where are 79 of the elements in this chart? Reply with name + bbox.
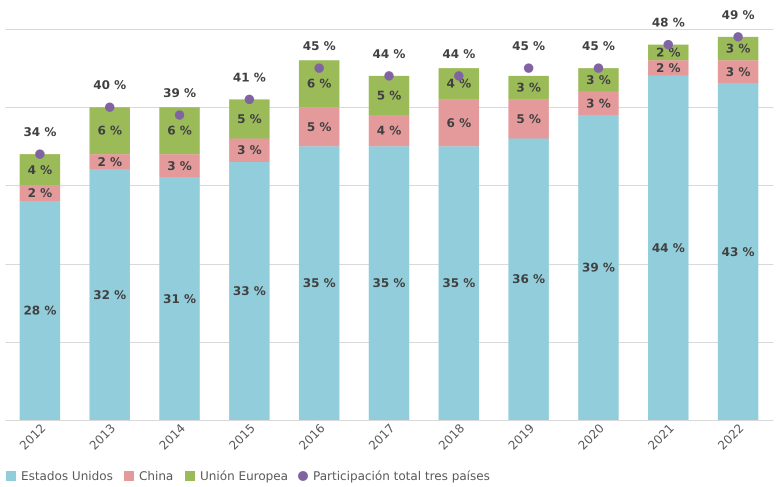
data-label: 5 % (516, 112, 541, 126)
bar (298, 60, 340, 108)
data-label: 32 % (93, 288, 126, 302)
data-label: 3 % (586, 72, 611, 87)
data-label: 44 % (652, 240, 685, 255)
data-label: 33 % (232, 284, 266, 298)
data-label: 35 % (302, 276, 336, 290)
bar (298, 146, 340, 420)
data-label: 2 % (28, 186, 52, 200)
point (244, 94, 254, 104)
data-label: 43 % (722, 244, 755, 259)
bar (229, 99, 270, 138)
data-label: 41 % (232, 70, 266, 84)
bar (718, 84, 758, 420)
point (35, 149, 45, 159)
data-label: 3 % (167, 158, 192, 173)
data-label: 5 % (237, 112, 262, 126)
point (314, 63, 324, 73)
data-label: 39 % (163, 86, 196, 100)
data-label: 4 % (376, 124, 402, 138)
bar (89, 107, 130, 154)
legend-label: Unión Europea (200, 469, 288, 483)
data-label: 4 % (28, 162, 52, 177)
bar (508, 99, 549, 138)
bar (89, 170, 130, 420)
point (384, 71, 394, 81)
bar (648, 76, 689, 420)
bar (20, 154, 60, 186)
legend-label: Estados Unidos (21, 469, 113, 483)
bar (368, 146, 410, 420)
data-label: 5 % (376, 88, 402, 102)
bar (159, 107, 200, 154)
data-label: 40 % (93, 78, 126, 92)
bar (438, 99, 480, 146)
data-label: 34 % (23, 125, 56, 140)
point (104, 102, 114, 112)
data-label: 6 % (306, 76, 332, 91)
point (594, 63, 604, 73)
data-label: 49 % (722, 8, 755, 22)
point (174, 110, 184, 120)
bar (578, 115, 619, 420)
data-label: 5 % (306, 120, 332, 134)
point (733, 32, 743, 42)
data-label: 6 % (167, 124, 192, 138)
data-label: 6 % (446, 116, 472, 130)
data-label: 48 % (652, 16, 685, 30)
bar (438, 68, 480, 100)
bar (298, 107, 340, 146)
data-label: 45 % (512, 39, 546, 54)
bar (20, 201, 60, 420)
data-label: 45 % (302, 39, 336, 54)
data-label: 44 % (372, 46, 406, 61)
data-label: 36 % (512, 272, 546, 286)
bar (368, 76, 410, 116)
bar (438, 146, 480, 420)
data-label: 2 % (97, 154, 122, 169)
data-label: 35 % (372, 276, 406, 290)
bar (368, 115, 410, 146)
data-label: 6 % (97, 124, 122, 138)
point (524, 63, 534, 73)
data-label: 31 % (163, 292, 196, 306)
data-label: 39 % (582, 260, 615, 275)
point (664, 40, 674, 50)
data-label: 45 % (582, 39, 615, 54)
data-label: 35 % (442, 276, 476, 290)
bar (508, 138, 549, 420)
data-label: 3 % (516, 80, 541, 95)
data-label: 3 % (726, 65, 750, 80)
data-label: 2 % (656, 45, 681, 60)
data-label: 28 % (23, 304, 56, 318)
bar (229, 162, 270, 420)
data-label: 3 % (726, 42, 750, 56)
data-label: 44 % (442, 46, 476, 61)
data-label: 2 % (656, 61, 681, 76)
data-label: 3 % (237, 143, 262, 158)
data-label: 3 % (586, 96, 611, 110)
bar (159, 178, 200, 420)
legend-label: China (139, 469, 174, 483)
legend-label: Participación total tres países (313, 469, 490, 483)
